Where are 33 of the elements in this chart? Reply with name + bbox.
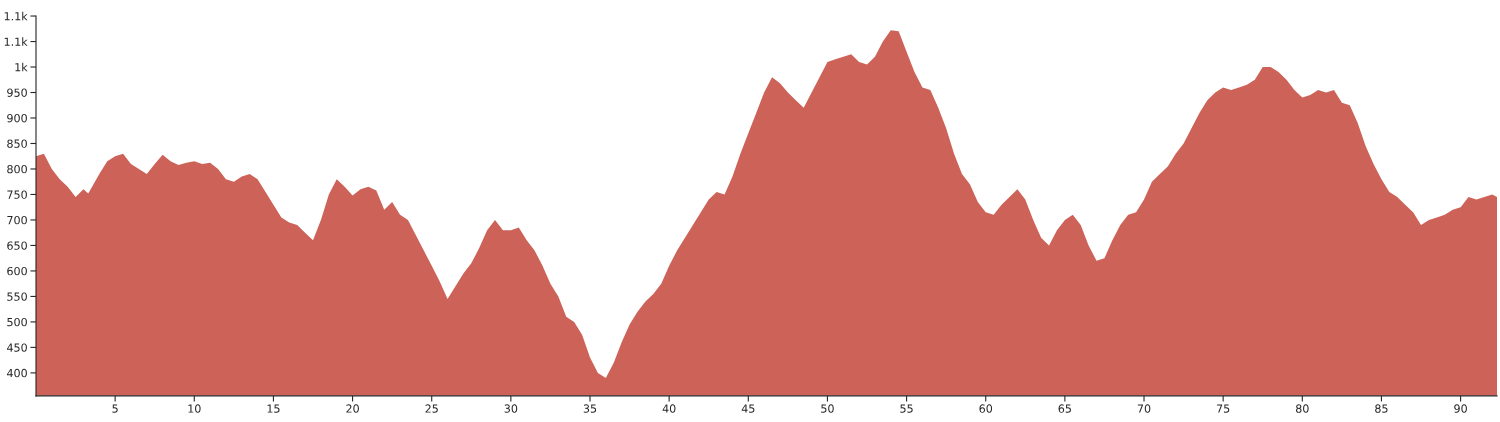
x-tick-label: 55 xyxy=(900,404,913,413)
y-tick-label: 400 xyxy=(7,368,27,378)
x-tick-label: 30 xyxy=(504,404,518,413)
x-tick-label: 50 xyxy=(821,404,834,413)
x-tick-label: 40 xyxy=(662,404,676,413)
x-tick-label: 20 xyxy=(346,404,359,413)
y-tick-label: 650 xyxy=(7,241,27,250)
x-tick-label: 10 xyxy=(188,404,201,413)
x-tick-label: 60 xyxy=(979,404,993,413)
x-tick-label: 90 xyxy=(1454,404,1467,413)
x-tick-label: 75 xyxy=(1217,404,1230,413)
y-tick-label: 1.1k xyxy=(4,37,28,46)
x-tick-label: 25 xyxy=(425,404,438,413)
y-tick-label: 500 xyxy=(7,317,27,327)
y-tick-label: 700 xyxy=(7,215,27,225)
y-tick-label: 850 xyxy=(7,139,27,148)
y-tick-label: 1.1k xyxy=(4,11,28,21)
y-tick-label: 950 xyxy=(7,88,27,97)
x-tick-label: 65 xyxy=(1058,404,1071,413)
x-tick-label: 35 xyxy=(583,404,597,413)
x-tick-label: 5 xyxy=(112,404,118,413)
y-tick-label: 450 xyxy=(7,343,27,352)
y-tick-label: 750 xyxy=(7,190,27,199)
x-tick-label: 80 xyxy=(1295,404,1309,413)
y-tick-label: 550 xyxy=(7,292,27,301)
x-tick-label: 45 xyxy=(741,404,755,413)
x-tick-label: 70 xyxy=(1137,404,1151,413)
y-tick-label: 600 xyxy=(7,266,27,276)
y-tick-label: 800 xyxy=(7,164,27,174)
y-tick-label: 1k xyxy=(15,62,28,72)
x-tick-label: 85 xyxy=(1375,404,1388,413)
y-tick-label: 900 xyxy=(7,113,27,123)
x-tick-label: 15 xyxy=(267,404,280,413)
